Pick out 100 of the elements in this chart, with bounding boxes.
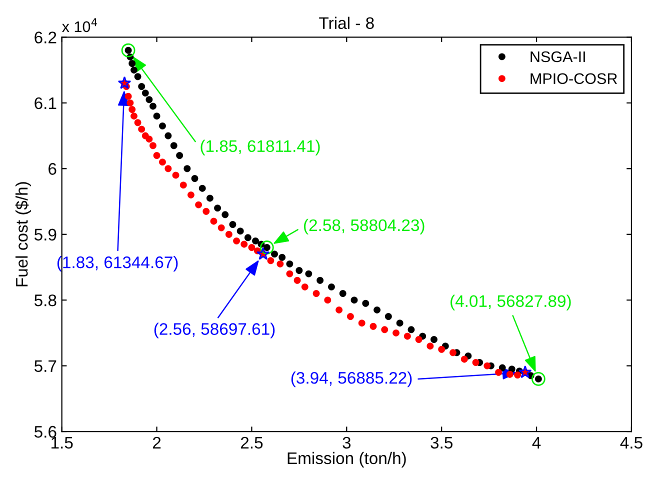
y-tick-label: 5.8 [34, 294, 56, 306]
point [206, 194, 214, 202]
point [159, 122, 166, 130]
point [415, 336, 422, 343]
text: x 10$^{4}$ [62, 18, 98, 32]
point [176, 152, 184, 159]
x-tick-label: 1.5 [52, 436, 73, 449]
point [384, 313, 392, 320]
point [198, 184, 206, 192]
annotation: (2.58, 58804.23) [304, 218, 424, 234]
point [128, 106, 136, 113]
point [336, 306, 343, 314]
point [324, 296, 332, 304]
point [134, 119, 142, 126]
y-tick-label: 5.7 [34, 360, 56, 372]
point [381, 326, 388, 334]
y-tick-label: 5.9 [34, 228, 56, 241]
annotation: (2.56, 58697.61) [154, 322, 275, 338]
point [358, 320, 366, 327]
x-axis-title: Emission (ton/h) [288, 452, 406, 468]
point [180, 182, 187, 189]
point [164, 165, 172, 172]
chart-title: Trial - 8 [319, 16, 374, 30]
point [244, 234, 252, 242]
point [404, 332, 411, 340]
point [328, 283, 335, 290]
y-tick-label: 6 [48, 163, 56, 175]
point [514, 372, 522, 378]
point [142, 90, 149, 97]
point [138, 126, 146, 133]
point [495, 368, 502, 376]
point [134, 73, 142, 80]
annotation: (3.94, 56885.22) [291, 372, 412, 388]
point [218, 224, 225, 232]
point [184, 165, 191, 172]
point [128, 60, 136, 67]
point [408, 326, 415, 334]
point [460, 356, 468, 363]
point [187, 191, 194, 198]
point [150, 142, 156, 150]
point [278, 254, 286, 261]
x-tick-label: 4.5 [620, 436, 642, 449]
point [164, 132, 172, 140]
point [191, 175, 198, 182]
point [146, 96, 153, 104]
y-tick-label: 5.6 [34, 426, 56, 438]
point [126, 99, 134, 106]
point [153, 152, 160, 159]
y-tick-label: 6.2 [34, 32, 56, 44]
x-tick-label: 3.5 [430, 436, 452, 449]
point [286, 260, 294, 268]
point [202, 208, 210, 215]
point [236, 228, 244, 235]
point [396, 320, 404, 327]
point [374, 306, 381, 314]
point [214, 204, 222, 212]
point [430, 336, 438, 343]
point [124, 92, 132, 100]
point [438, 346, 446, 353]
point [370, 322, 377, 330]
point [362, 300, 370, 307]
point [210, 218, 218, 225]
point [229, 221, 236, 228]
legend-label: MPIO-COSR [530, 73, 618, 84]
annotation: (1.85, 61811.41) [200, 140, 320, 156]
point [153, 112, 160, 120]
x-tick-label: 2.5 [240, 436, 263, 449]
legend-label: NSGA-II [530, 51, 585, 62]
point [316, 276, 324, 284]
point [286, 270, 294, 278]
point [252, 237, 259, 244]
point [267, 257, 274, 264]
point [484, 362, 491, 370]
point [305, 270, 312, 278]
point [312, 290, 320, 297]
point [339, 290, 346, 297]
point [301, 283, 308, 290]
point [233, 237, 240, 244]
point [248, 244, 256, 251]
point [426, 342, 434, 350]
point [159, 158, 166, 166]
point [130, 66, 138, 74]
point [294, 276, 301, 284]
point [130, 112, 138, 120]
point [138, 83, 146, 90]
point [150, 102, 156, 110]
point [172, 172, 180, 179]
x-tick-label: 4 [532, 436, 541, 448]
x-tick-label: 3 [342, 436, 351, 449]
point [296, 267, 303, 274]
point [472, 359, 480, 366]
point [195, 201, 202, 208]
x-tick-label: 2 [152, 436, 161, 448]
point [276, 260, 284, 268]
point [498, 364, 506, 372]
point [240, 240, 248, 248]
y-axis-title: Fuel cost ($/h) [15, 182, 32, 286]
point [222, 211, 229, 218]
y-tick-label: 6.1 [34, 97, 56, 110]
point [346, 313, 354, 320]
